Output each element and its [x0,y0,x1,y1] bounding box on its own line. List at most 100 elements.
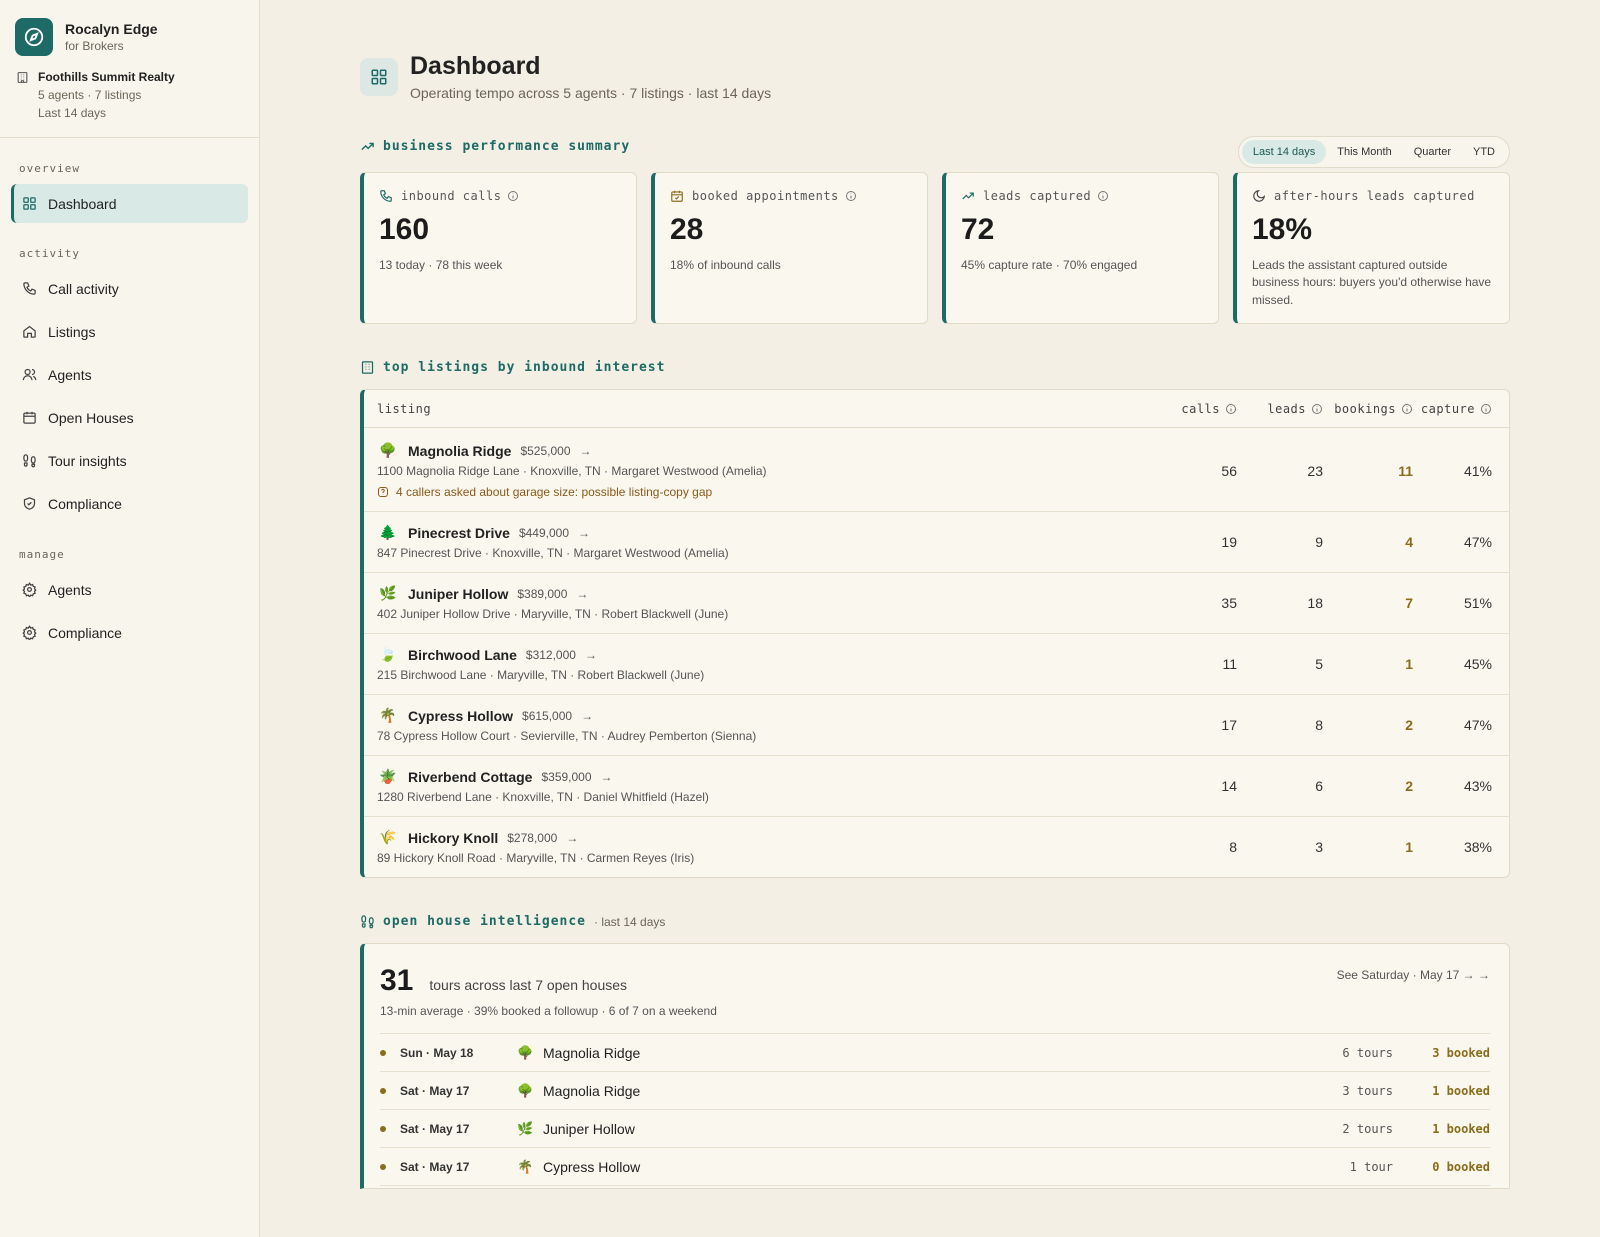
nav-section-activity: activity [19,247,80,260]
range-ytd[interactable]: YTD [1473,146,1495,158]
calls-value: 19 [1221,534,1237,550]
booked-count: 0 booked [1432,1159,1490,1174]
arrow-right-icon[interactable]: → [579,443,592,458]
column-bookings[interactable]: bookings [1323,402,1413,416]
sidebar-item-compliance[interactable]: Compliance [11,484,248,523]
shield-icon [23,497,36,510]
trending-up-icon [361,142,374,151]
sidebar-item-tour-insights[interactable]: Tour insights [11,441,248,480]
listing-name[interactable]: Cypress Hollow [408,707,514,724]
sidebar-item-open-houses[interactable]: Open Houses [11,398,248,437]
column-leads[interactable]: leads [1237,402,1323,416]
kpi-value: 72 [961,213,995,246]
arrow-right-icon[interactable]: → [566,830,579,845]
kpi-after-hours-leads[interactable]: after-hours leads captured 18% Leads the… [1233,172,1510,324]
kpi-note: 45% capture rate · 70% engaged [961,258,1138,272]
page-header: Dashboard Operating tempo across 5 agent… [360,52,1510,101]
footprints-icon [23,454,36,468]
table-row[interactable]: 🌴 Cypress Hollow $615,000 → 78 Cypress Holl… [364,695,1509,756]
listing-name[interactable]: Juniper Hollow [408,585,509,602]
listing-name[interactable]: Pinecrest Drive [408,524,510,541]
list-item[interactable]: Sat · May 17 🌴 Cypress Hollow 1 tour 0 b… [380,1148,1490,1186]
kpi-value: 28 [670,213,704,246]
section-note: · last 14 days [594,914,666,929]
booked-count: 3 booked [1432,1045,1490,1060]
sidebar-item-call-activity[interactable]: Call activity [11,269,248,308]
list-item[interactable]: Sat · May 17 🌿 Juniper Hollow 2 tours 1 … [380,1110,1490,1148]
column-calls[interactable]: calls [1177,402,1237,416]
sidebar-item-manage-agents[interactable]: Agents [11,570,248,609]
tours-count: 1 tour [1349,1159,1393,1174]
table-row[interactable]: 🌾 Hickory Knoll $278,000 → 89 Hickory Knoll… [364,817,1509,877]
open-house-card: 31 tours across last 7 open houses 13-mi… [360,943,1510,1189]
bullet-icon [380,1087,386,1094]
info-icon [845,191,856,201]
listing-emoji: 🌳 [379,442,397,458]
arrow-right-icon[interactable]: → [584,647,597,662]
gear-icon [22,625,37,640]
leads-value: 6 [1315,778,1323,794]
kpi-inbound-calls[interactable]: inbound calls 160 13 today · 78 this wee… [360,172,637,324]
info-icon [1098,191,1109,201]
listing-name[interactable]: Riverbend Cottage [408,768,533,785]
home-icon [23,325,36,338]
brand[interactable]: Rocalyn Edge for Brokers [0,0,259,56]
sidebar-item-agents[interactable]: Agents [11,355,248,394]
listing-name[interactable]: Hickory Knoll [408,829,499,846]
table-row[interactable]: 🪴 Riverbend Cottage $359,000 → 1280 Riverbe… [364,756,1509,817]
open-house-listing: Cypress Hollow [543,1158,641,1175]
listing-emoji: 🌲 [379,524,397,540]
help-icon [378,487,388,497]
arrow-right-icon[interactable]: → [600,769,613,784]
kpi-value: 160 [379,213,430,246]
column-capture[interactable]: capture [1413,402,1509,416]
listing-price: $525,000 [520,443,571,458]
listing-address: 215 Birchwood Lane · Maryville, TN · Rob… [377,668,705,682]
table-row[interactable]: 🌿 Juniper Hollow $389,000 → 402 Juniper Hol… [364,573,1509,634]
listing-emoji: 🌳 [517,1044,534,1060]
sidebar-item-manage-compliance[interactable]: Compliance [11,613,248,652]
calls-value: 35 [1221,595,1237,611]
range-this-month[interactable]: This Month [1337,146,1392,158]
organization-name: Foothills Summit Realty [38,70,175,84]
sidebar-item-listings[interactable]: Listings [11,312,248,351]
range-quarter[interactable]: Quarter [1413,146,1451,158]
see-saturday-link[interactable]: See Saturday · May 17 → → [1336,968,1490,982]
bookings-value: 2 [1405,717,1413,733]
listing-address: 78 Cypress Hollow Court · Sevierville, T… [377,729,757,743]
booked-count: 1 booked [1432,1083,1490,1098]
listing-address: 847 Pinecrest Drive · Knoxville, TN · Ma… [377,546,729,560]
organization-info: Foothills Summit Realty 5 agents · 7 lis… [0,56,259,120]
kpi-leads-captured[interactable]: leads captured 72 45% capture rate · 70%… [942,172,1219,324]
arrow-right-icon[interactable]: → [581,708,594,723]
listing-emoji: 🍃 [379,646,397,662]
open-house-listing: Magnolia Ridge [543,1044,641,1061]
footprints-icon [361,915,374,929]
listings-table: listing calls leads bookings capture 🌳 Ma… [360,389,1510,878]
sidebar-item-label: Call activity [48,280,119,297]
sidebar-item-label: Agents [48,366,92,383]
calls-value: 8 [1229,839,1237,855]
organization-period: Last 14 days [38,106,107,120]
listing-price: $389,000 [517,586,568,601]
leads-value: 3 [1315,839,1323,855]
column-listing[interactable]: listing [377,401,432,416]
list-item[interactable]: Sun · May 18 🌳 Magnolia Ridge 6 tours 3 … [380,1034,1490,1072]
bookings-value: 4 [1405,534,1413,550]
compass-icon [15,18,53,56]
range-last-14-days[interactable]: Last 14 days [1241,140,1327,164]
kpi-booked-appointments[interactable]: booked appointments 28 18% of inbound ca… [651,172,928,324]
listing-emoji: 🌿 [379,585,397,601]
arrow-right-icon[interactable]: → [576,586,589,601]
list-item[interactable]: Sat · May 17 🌳 Magnolia Ridge 3 tours 1 … [380,1072,1490,1110]
calls-value: 56 [1221,462,1237,479]
info-icon [1481,403,1491,414]
listing-name[interactable]: Birchwood Lane [408,646,517,663]
organization-counts: 5 agents · 7 listings [38,88,142,102]
arrow-right-icon[interactable]: → [578,525,591,540]
listing-name[interactable]: Magnolia Ridge [408,442,512,459]
table-row[interactable]: 🌲 Pinecrest Drive $449,000 → 847 Pinecrest … [364,512,1509,573]
sidebar-item-dashboard[interactable]: Dashboard [11,184,248,223]
table-row[interactable]: 🌳 Magnolia Ridge $525,000 → 1100 Magnolia R… [364,428,1509,512]
table-row[interactable]: 🍃 Birchwood Lane $312,000 → 215 Birchwood L… [364,634,1509,695]
